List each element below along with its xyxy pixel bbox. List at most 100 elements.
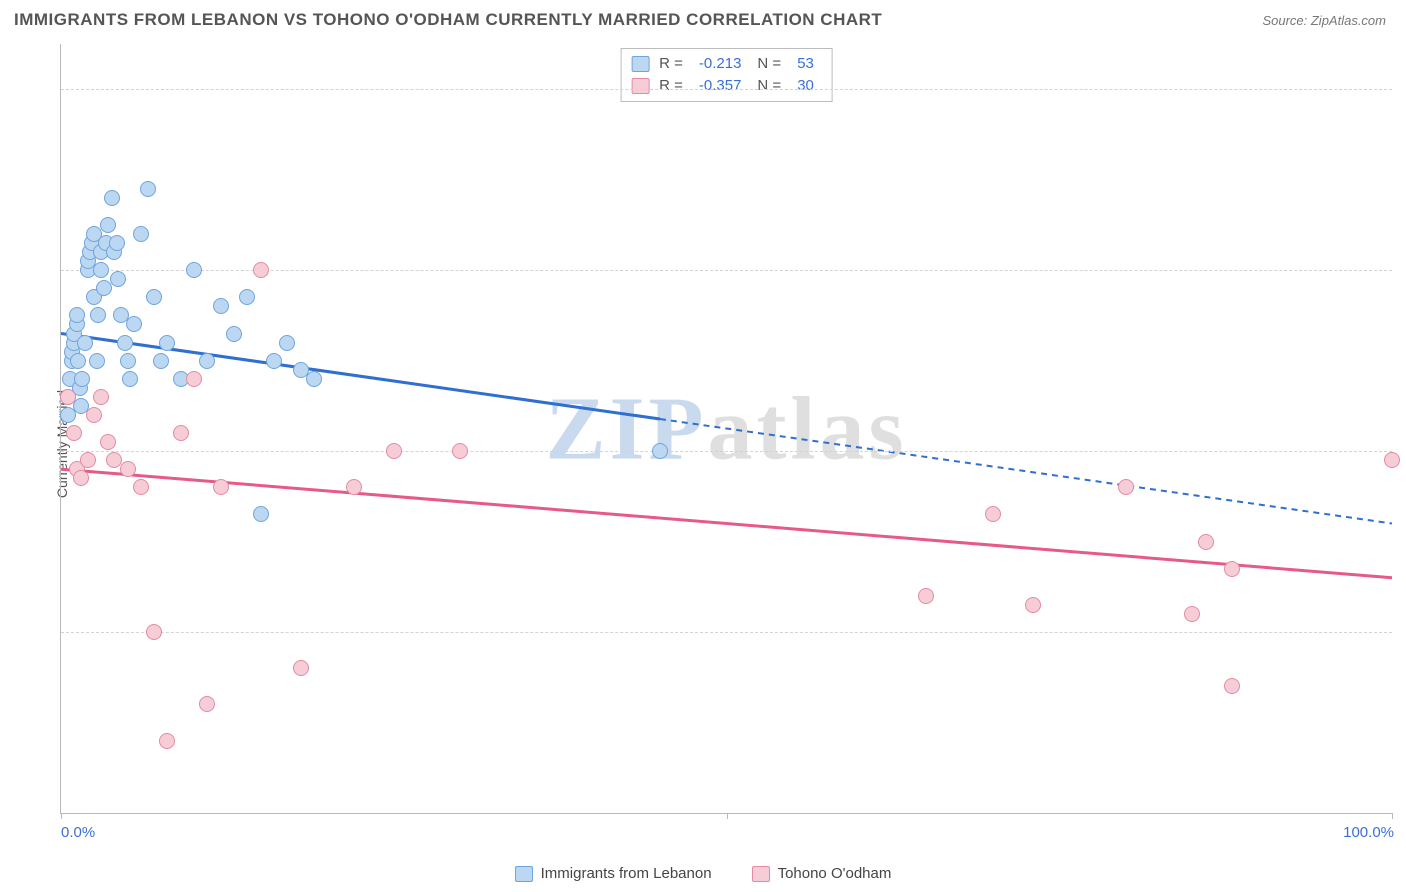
n-value: 53	[791, 53, 820, 75]
legend-swatch	[752, 866, 770, 882]
scatter-point	[146, 289, 162, 305]
source-attribution: Source: ZipAtlas.com	[1262, 13, 1386, 28]
chart-title: IMMIGRANTS FROM LEBANON VS TOHONO O'ODHA…	[14, 10, 882, 30]
scatter-point	[346, 479, 362, 495]
scatter-point	[126, 316, 142, 332]
legend-stat-row: R = -0.357 N = 30	[631, 75, 820, 97]
watermark: ZIPatlas	[545, 377, 907, 480]
scatter-point	[652, 443, 668, 459]
legend-item: Immigrants from Lebanon	[515, 865, 712, 882]
header: IMMIGRANTS FROM LEBANON VS TOHONO O'ODHA…	[0, 0, 1406, 36]
scatter-point	[1184, 606, 1200, 622]
legend-swatch	[515, 866, 533, 882]
scatter-point	[266, 353, 282, 369]
scatter-point	[86, 407, 102, 423]
legend-swatch	[631, 56, 649, 72]
scatter-point	[122, 371, 138, 387]
scatter-point	[60, 389, 76, 405]
scatter-point	[293, 660, 309, 676]
source-name: ZipAtlas.com	[1311, 13, 1386, 28]
legend-label: Tohono O'odham	[778, 865, 892, 882]
scatter-point	[918, 588, 934, 604]
scatter-point	[110, 271, 126, 287]
trend-lines	[61, 44, 1392, 813]
scatter-point	[253, 262, 269, 278]
scatter-point	[70, 353, 86, 369]
legend-item: Tohono O'odham	[752, 865, 892, 882]
plot-region: ZIPatlas R =-0.213N =53R =-0.357N =30 0.…	[60, 44, 1392, 814]
source-prefix: Source:	[1262, 13, 1310, 28]
scatter-point	[1198, 534, 1214, 550]
legend-series: Immigrants from Lebanon Tohono O'odham	[0, 865, 1406, 882]
legend-stat-row: R = -0.213 N = 53	[631, 53, 820, 75]
scatter-point	[199, 696, 215, 712]
scatter-point	[109, 235, 125, 251]
scatter-point	[452, 443, 468, 459]
r-value: -0.357	[693, 75, 748, 97]
x-tick-min: 0.0%	[61, 824, 95, 841]
scatter-point	[73, 470, 89, 486]
scatter-point	[96, 280, 112, 296]
scatter-point	[386, 443, 402, 459]
scatter-point	[90, 307, 106, 323]
scatter-point	[213, 479, 229, 495]
n-value: 30	[791, 75, 820, 97]
scatter-point	[80, 452, 96, 468]
scatter-point	[133, 226, 149, 242]
legend-label: Immigrants from Lebanon	[541, 865, 712, 882]
scatter-point	[239, 289, 255, 305]
scatter-point	[186, 371, 202, 387]
scatter-point	[226, 326, 242, 342]
watermark-part1: ZIP	[545, 379, 707, 478]
gridline-h	[61, 451, 1392, 452]
scatter-point	[140, 181, 156, 197]
x-tick-max: 100.0%	[1343, 824, 1394, 841]
scatter-point	[77, 335, 93, 351]
y-tick-label: 20.0%	[1398, 624, 1406, 641]
scatter-point	[1025, 597, 1041, 613]
n-label: N =	[757, 53, 781, 75]
n-label: N =	[757, 75, 781, 97]
scatter-point	[100, 217, 116, 233]
r-value: -0.213	[693, 53, 748, 75]
scatter-point	[253, 506, 269, 522]
scatter-point	[89, 353, 105, 369]
legend-swatch	[631, 78, 649, 94]
scatter-point	[186, 262, 202, 278]
scatter-point	[213, 298, 229, 314]
scatter-point	[69, 307, 85, 323]
scatter-point	[120, 353, 136, 369]
scatter-point	[120, 461, 136, 477]
scatter-point	[173, 425, 189, 441]
scatter-point	[159, 733, 175, 749]
gridline-h	[61, 632, 1392, 633]
gridline-h	[61, 89, 1392, 90]
scatter-point	[159, 335, 175, 351]
r-label: R =	[659, 75, 683, 97]
y-tick-label: 60.0%	[1398, 262, 1406, 279]
scatter-point	[100, 434, 116, 450]
scatter-point	[74, 371, 90, 387]
scatter-point	[117, 335, 133, 351]
x-tick-mark	[1392, 813, 1393, 819]
scatter-point	[66, 425, 82, 441]
y-tick-label: 80.0%	[1398, 81, 1406, 98]
scatter-point	[93, 262, 109, 278]
scatter-point	[985, 506, 1001, 522]
x-tick-mark	[61, 813, 62, 819]
scatter-point	[1384, 452, 1400, 468]
scatter-point	[1224, 678, 1240, 694]
x-tick-mark	[727, 813, 728, 819]
watermark-part2: atlas	[708, 379, 908, 478]
scatter-point	[93, 389, 109, 405]
scatter-point	[199, 353, 215, 369]
scatter-point	[1118, 479, 1134, 495]
scatter-point	[1224, 561, 1240, 577]
chart-area: Currently Married ZIPatlas R =-0.213N =5…	[14, 44, 1392, 844]
scatter-point	[279, 335, 295, 351]
r-label: R =	[659, 53, 683, 75]
scatter-point	[104, 190, 120, 206]
legend-stats: R = -0.213 N = 53 R = -0.357 N = 30	[620, 48, 833, 102]
scatter-point	[133, 479, 149, 495]
scatter-point	[153, 353, 169, 369]
